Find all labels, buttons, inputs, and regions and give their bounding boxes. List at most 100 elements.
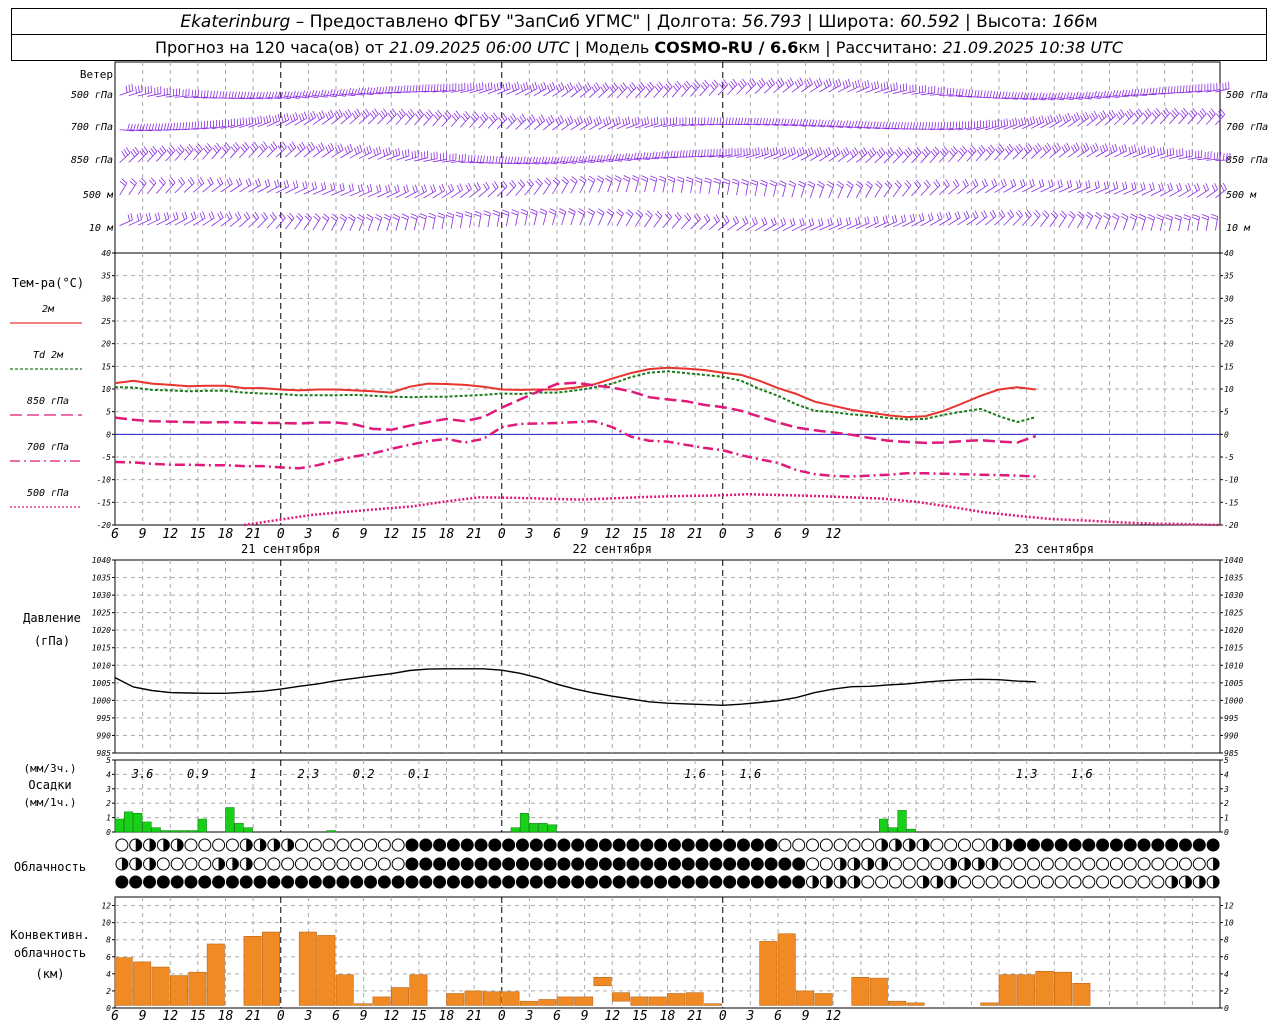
wind-barb-feather <box>921 213 925 221</box>
wind-barb-feather <box>777 79 783 86</box>
cloud-cover-half <box>149 839 156 851</box>
wind-barb-feather <box>981 180 986 188</box>
wind-barb-feather <box>810 146 814 154</box>
wind-barb-feather <box>604 82 610 89</box>
wind-barb-feather <box>987 146 993 153</box>
wind-barb <box>800 224 814 231</box>
cloud-cover-half <box>826 876 833 888</box>
wind-barb-feather <box>401 216 408 221</box>
wind-barb-feather <box>283 181 287 189</box>
wind-barb-feather <box>799 77 804 85</box>
temp-panel-ytick-right: 40 <box>1224 249 1234 258</box>
cloud-cover-circle <box>957 875 971 889</box>
conv-hour-label: 9 <box>802 1009 810 1024</box>
wind-barb <box>469 213 473 228</box>
wind-barb-feather <box>666 116 668 124</box>
wind-barb-feather <box>1009 119 1012 127</box>
pressure-panel-ytick-right: 995 <box>1224 714 1239 723</box>
wind-barb-feather <box>485 83 487 91</box>
cloud-cover-circle <box>764 875 778 889</box>
wind-barb-feather <box>392 150 395 158</box>
wind-barb-feather <box>130 123 133 131</box>
wind-barb-feather <box>261 143 266 150</box>
wind-barb-feather <box>184 148 190 155</box>
wind-barb <box>248 184 261 193</box>
wind-barb <box>708 180 712 195</box>
wind-barb-feather <box>633 152 637 160</box>
wind-barb-feather <box>1161 86 1164 94</box>
wind-barb-feather <box>679 150 682 158</box>
wind-barb <box>994 184 1007 193</box>
wind-barb <box>515 162 530 165</box>
wind-barb <box>478 213 482 228</box>
wind-barb-feather <box>1140 88 1143 96</box>
wind-barb-feather <box>232 144 238 151</box>
wind-barb <box>239 217 251 228</box>
wind-barb <box>561 121 574 131</box>
wind-barb-feather <box>338 88 342 96</box>
wind-barb-feather <box>301 141 306 149</box>
temp-hour-label: 18 <box>218 527 234 542</box>
cloud-cover-circle <box>695 838 709 852</box>
cloud-cover-circle <box>267 857 281 871</box>
wind-barb <box>1187 90 1202 93</box>
wind-barb-feather <box>1133 144 1137 152</box>
wind-barb-feather <box>670 150 673 158</box>
wind-barb-feather <box>188 122 191 130</box>
conv-bar <box>630 996 649 1006</box>
wind-barb-feather <box>365 108 370 115</box>
temp-hour-label: 3 <box>524 527 533 542</box>
wind-barb-feather <box>839 217 842 225</box>
wind-barb <box>570 211 576 226</box>
wind-barb-feather <box>935 179 941 186</box>
cloud-cover-circle <box>1027 875 1041 889</box>
wind-barb-feather <box>758 79 764 87</box>
wind-barb-feather <box>578 155 582 163</box>
wind-barb <box>294 147 306 158</box>
wind-barb <box>543 161 558 165</box>
wind-barb-feather <box>808 118 812 126</box>
wind-barb-feather <box>627 86 632 93</box>
wind-barb <box>367 114 379 125</box>
wind-barb-feather <box>283 114 287 122</box>
wind-barb-feather <box>1073 144 1078 152</box>
wind-barb-feather <box>952 145 958 152</box>
wind-barb-feather <box>525 81 529 89</box>
wind-barb-feather <box>177 146 183 153</box>
wind-barb-feather <box>582 86 587 93</box>
wind-barb <box>331 218 339 231</box>
cloud-cover-circle <box>764 838 778 852</box>
wind-barb-feather <box>1192 84 1194 92</box>
wind-barb-feather <box>596 117 600 125</box>
wind-barb <box>948 217 961 226</box>
temp-panel-ytick-right: -10 <box>1224 476 1239 485</box>
wind-barb-feather <box>825 79 830 87</box>
wind-barb-feather <box>963 212 968 220</box>
wind-barb <box>598 88 610 99</box>
wind-barb <box>368 152 382 160</box>
wind-barb-feather <box>292 181 296 189</box>
cloud-cover-circle <box>115 838 129 852</box>
wind-barb <box>625 87 637 99</box>
wind-barb-feather <box>577 210 585 216</box>
wind-barb-feather <box>704 79 710 86</box>
wind-barb-feather <box>428 109 434 116</box>
station-name: Ekaterinburg <box>180 11 291 32</box>
wind-barb-feather <box>1041 178 1045 186</box>
wind-barb-feather <box>627 209 634 215</box>
wind-barb-feather <box>788 183 795 188</box>
wind-barb-feather <box>826 183 834 189</box>
wind-barb <box>312 188 326 195</box>
wind-barb-feather <box>772 147 775 155</box>
wind-barb-feather <box>489 155 492 163</box>
wind-barb <box>220 124 235 129</box>
wind-barb-feather <box>287 214 293 221</box>
wind-barb-feather <box>212 147 218 154</box>
wind-barb <box>156 182 166 194</box>
cloud-cover-circle <box>1013 875 1027 889</box>
wind-barb-feather <box>770 218 775 226</box>
wind-barb-feather <box>160 123 164 131</box>
altitude-unit: м <box>1084 11 1098 32</box>
wind-barb-feather <box>1061 146 1066 153</box>
wind-barb-feather <box>520 211 528 216</box>
